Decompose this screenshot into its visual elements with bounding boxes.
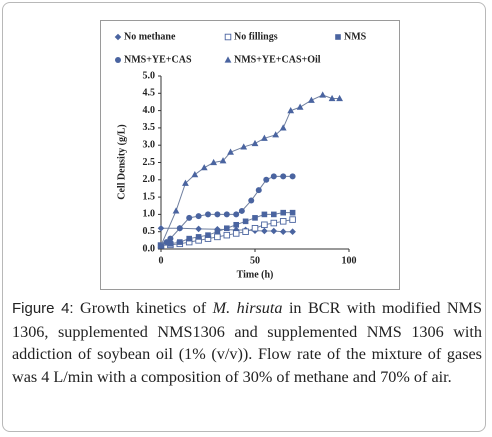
data-point <box>195 234 202 240</box>
y-tick-label: 4.0 <box>143 105 156 116</box>
data-point <box>279 228 287 235</box>
data-point <box>261 221 268 229</box>
data-point <box>191 171 199 178</box>
data-point <box>177 239 183 245</box>
legend-label: NMS+YE+CAS <box>124 54 192 65</box>
data-point <box>279 124 287 131</box>
chart: Cell Density (g/L) Time (h) 0.0 0.5 1.0 1.5… <box>114 31 367 280</box>
data-point <box>224 225 230 232</box>
data-point <box>157 224 165 232</box>
data-point <box>328 94 336 102</box>
data-point <box>233 211 240 218</box>
data-point <box>280 209 286 216</box>
y-tick-label: 1.0 <box>143 209 156 220</box>
data-point <box>270 227 278 235</box>
data-point <box>205 232 211 238</box>
y-tick-label: 0.5 <box>143 226 156 237</box>
y-tick-label: 3.0 <box>143 139 156 150</box>
legend-marker <box>115 57 121 63</box>
data-point <box>205 211 211 218</box>
data-point <box>261 227 268 235</box>
x-tick-label: 0 <box>159 255 164 266</box>
data-point <box>227 148 234 155</box>
y-tick-label: 1.5 <box>143 191 156 202</box>
y-tick-label: 0.0 <box>143 243 156 254</box>
data-point <box>289 209 296 216</box>
legend-marker <box>335 34 341 40</box>
y-tick-label: 4.5 <box>143 88 156 99</box>
data-point <box>308 96 315 103</box>
legend-marker <box>224 56 232 63</box>
data-point <box>214 233 221 241</box>
data-point <box>167 235 174 242</box>
data-point <box>210 158 218 166</box>
caption-text: Growth kinetics of <box>73 299 213 317</box>
data-point <box>167 241 174 247</box>
y-tick-label: 5.0 <box>143 70 156 81</box>
data-point <box>251 139 259 147</box>
data-point <box>242 218 249 225</box>
legend-label: No methane <box>124 31 176 42</box>
y-tick-label: 2.0 <box>143 174 156 185</box>
data-point <box>186 214 193 221</box>
legend-marker <box>224 33 232 41</box>
data-point <box>214 211 221 218</box>
x-tick-label: 100 <box>342 255 357 266</box>
y-tick-label: 3.5 <box>143 122 156 133</box>
data-point <box>289 228 296 235</box>
data-point <box>261 211 268 218</box>
data-point <box>280 173 287 180</box>
data-point <box>233 221 239 228</box>
data-point <box>289 216 296 223</box>
data-point <box>272 131 280 138</box>
data-point <box>261 134 268 141</box>
data-point <box>232 230 240 237</box>
data-point <box>271 211 277 218</box>
legend-label: NMS+YE+CAS+Oil <box>234 54 321 65</box>
legend-label: No fillings <box>234 31 278 42</box>
data-point <box>238 207 245 214</box>
figure-frame <box>2 2 486 432</box>
data-point <box>270 219 278 227</box>
caption-text: in BCR with modified NMS 1306, supplemen… <box>12 299 482 386</box>
data-point <box>252 215 258 221</box>
data-point <box>336 94 343 102</box>
caption: Figure 4: Growth kinetics of M. hirsuta … <box>12 297 482 388</box>
data-point <box>279 218 287 225</box>
legend-marker <box>114 33 122 41</box>
data-point <box>263 176 270 183</box>
data-point <box>319 91 327 98</box>
y-axis-label: Cell Density (g/L) <box>116 124 127 200</box>
y-tick-label: 2.5 <box>143 157 156 168</box>
chart-frame <box>100 20 400 290</box>
data-point <box>219 157 227 164</box>
data-point <box>172 207 180 214</box>
data-point <box>195 213 202 220</box>
data-point <box>186 235 192 242</box>
caption-label: Figure 4: <box>12 300 74 317</box>
data-point <box>214 228 221 235</box>
data-point <box>223 211 230 218</box>
data-point <box>223 231 231 239</box>
data-point <box>287 107 295 114</box>
data-point <box>182 179 189 186</box>
data-point <box>270 173 277 180</box>
data-point <box>296 103 304 110</box>
data-point <box>176 225 183 232</box>
data-point <box>289 173 296 180</box>
data-point <box>242 228 249 235</box>
data-point <box>157 241 165 249</box>
x-tick-label: 50 <box>250 255 260 266</box>
x-axis-label: Time (h) <box>237 269 274 280</box>
data-point <box>240 143 248 150</box>
caption-species: M. hirsuta <box>212 299 283 317</box>
legend-label: NMS <box>344 31 367 42</box>
data-point <box>251 224 259 232</box>
data-point <box>200 164 208 171</box>
data-point <box>255 187 262 194</box>
series-line <box>160 94 340 246</box>
data-point <box>195 225 202 233</box>
data-point <box>248 197 255 204</box>
